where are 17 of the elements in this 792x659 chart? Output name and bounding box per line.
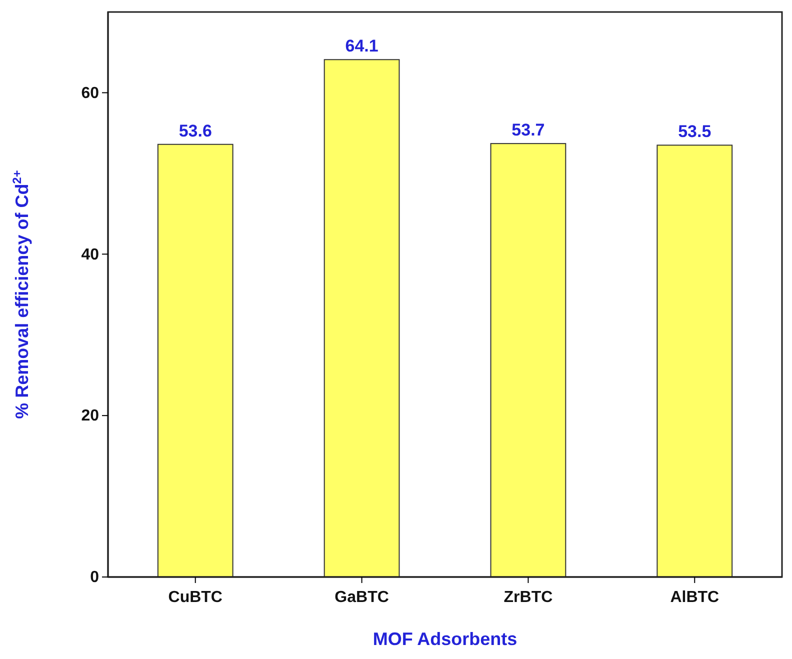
x-tick-label: GaBTC (334, 589, 390, 606)
data-label: 53.6 (178, 121, 212, 140)
bar (324, 59, 400, 578)
y-tick-label: 40 (81, 246, 100, 264)
x-tick-label: AlBTC (670, 589, 720, 606)
y-tick-label: 20 (81, 408, 100, 425)
bar (157, 144, 234, 578)
data-label: 53.7 (512, 120, 545, 140)
y-tick-label: 0 (90, 569, 100, 586)
x-axis-title: MOF Adsorbents (372, 629, 518, 649)
y-tick-label: 60 (81, 84, 100, 102)
x-tick-label: CuBTC (168, 589, 223, 606)
x-tick-label: ZrBTC (504, 589, 554, 606)
data-label: 64.1 (345, 36, 378, 56)
bar (656, 144, 733, 578)
data-label: 53.5 (678, 122, 712, 142)
bar (490, 143, 566, 578)
